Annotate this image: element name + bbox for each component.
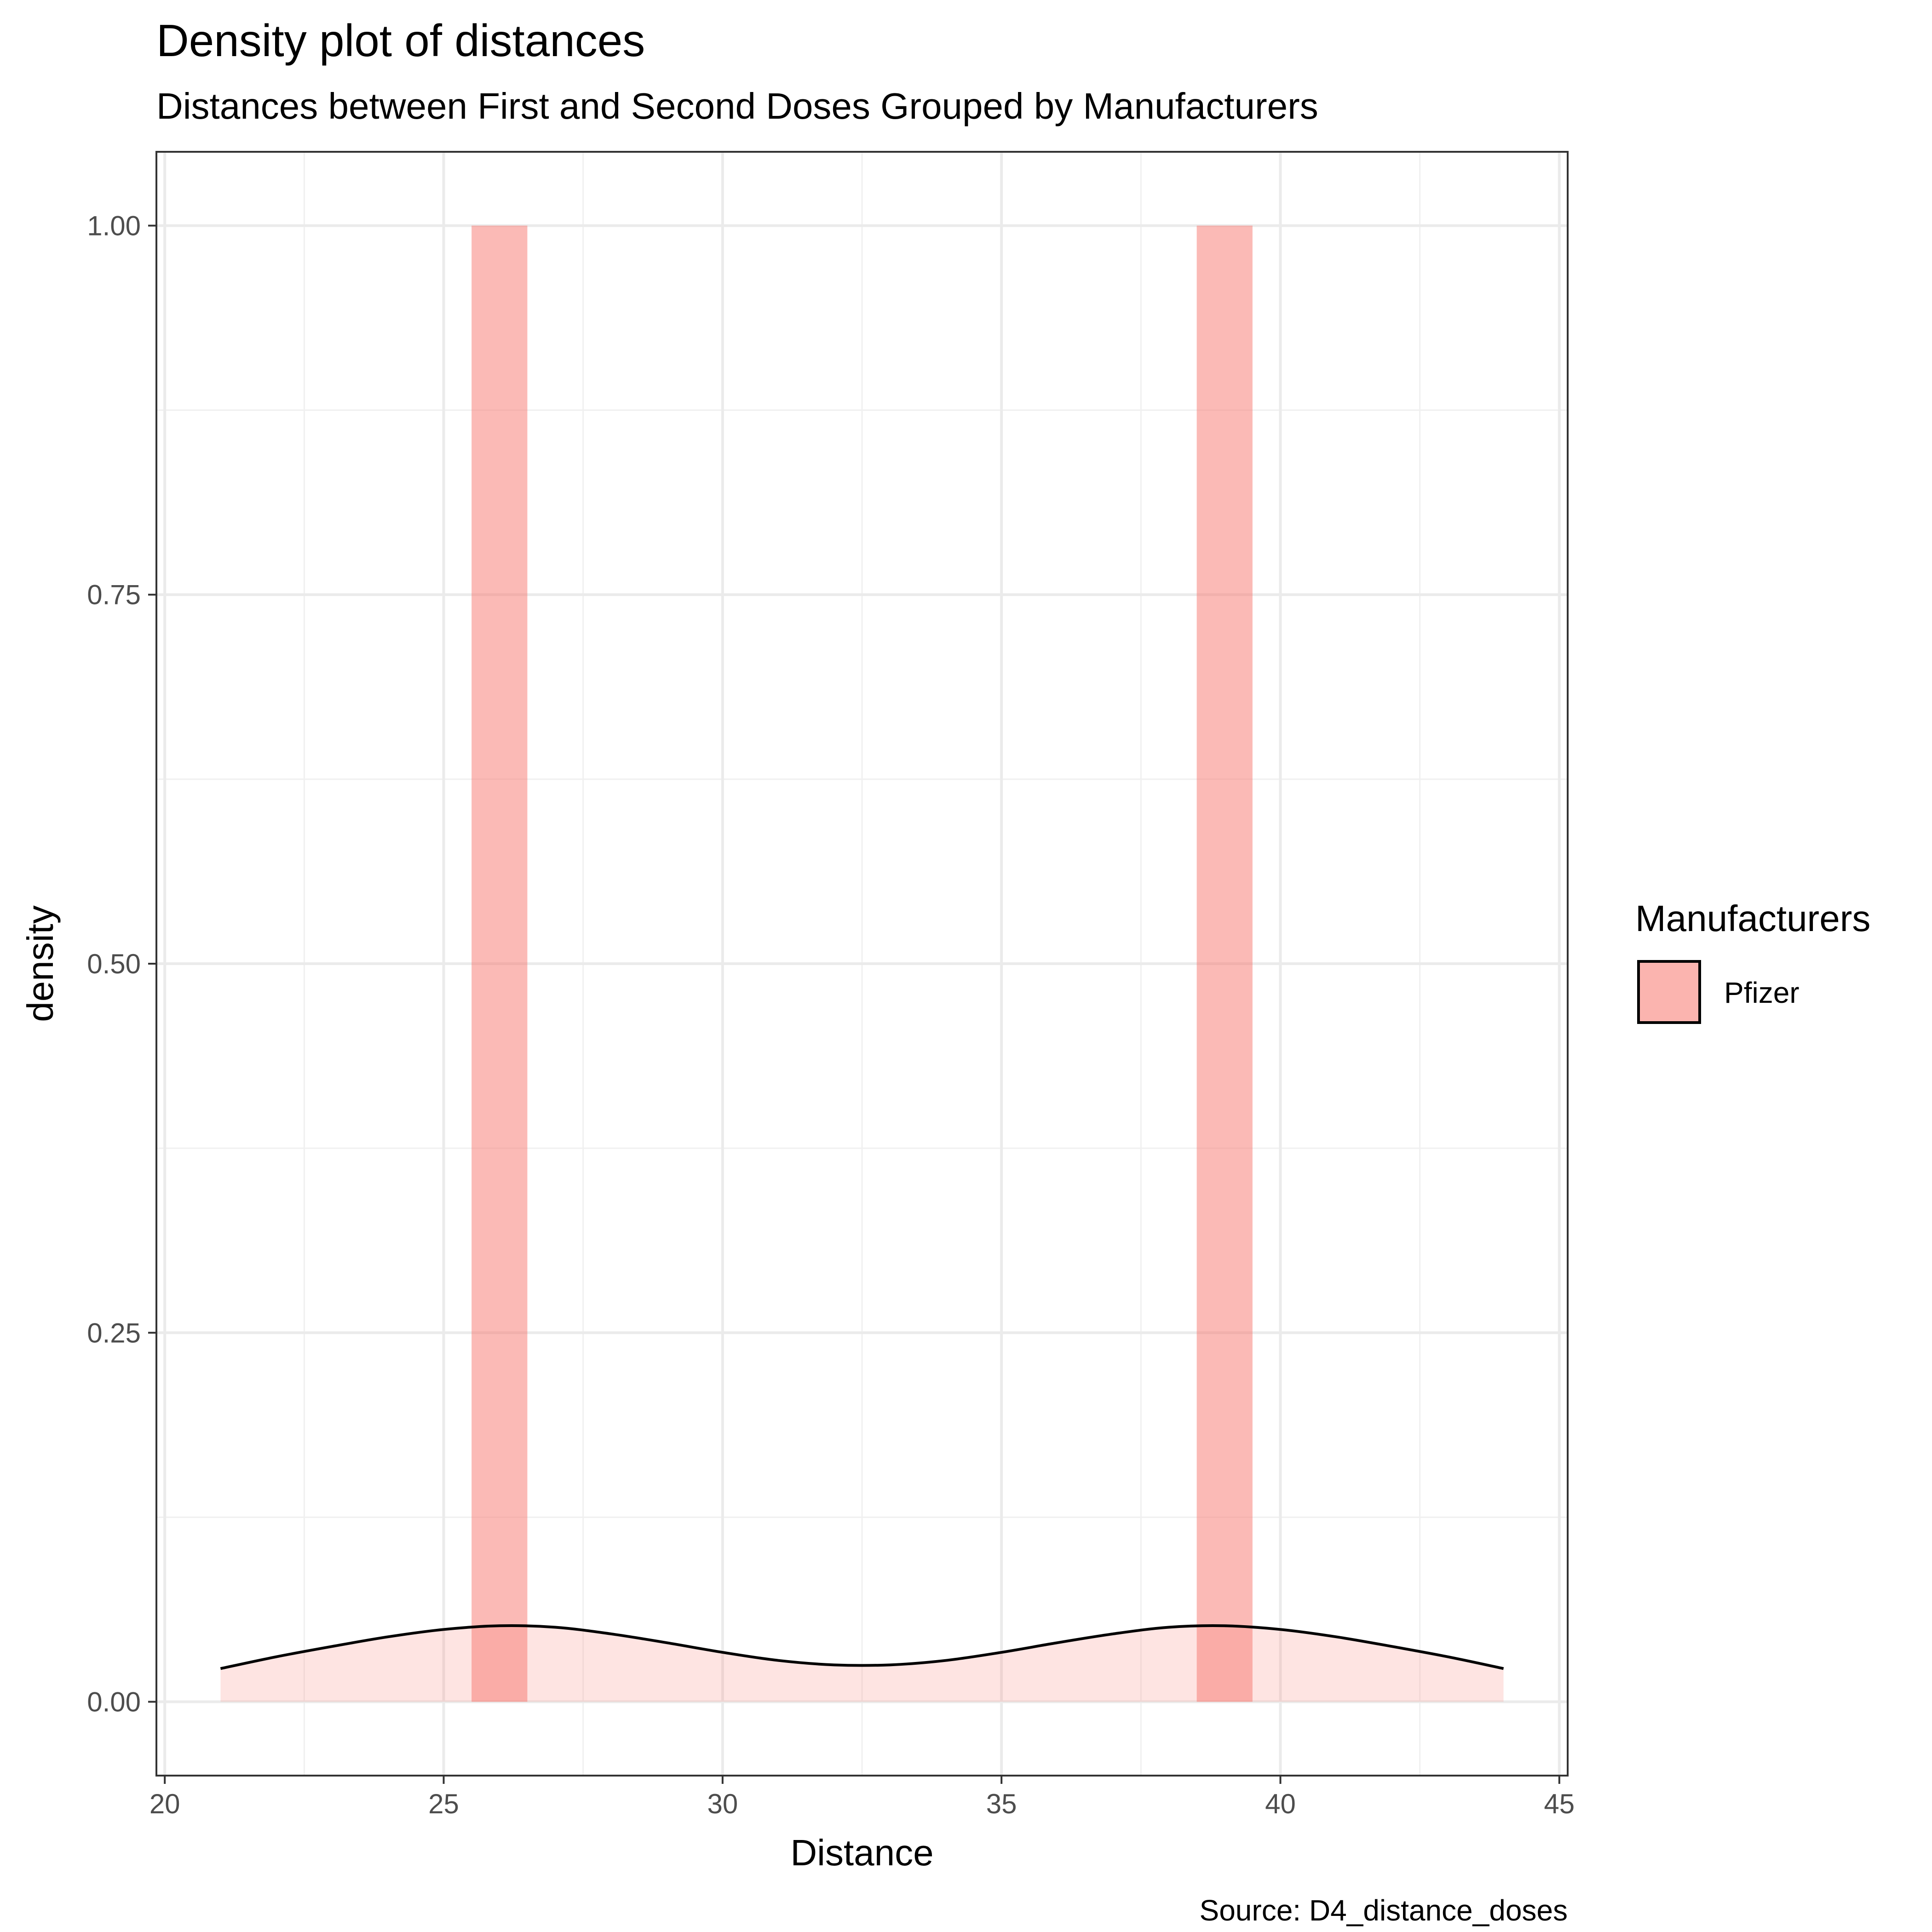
y-tick-label: 0.25 [87, 1317, 141, 1348]
legend-title: Manufacturers [1635, 898, 1870, 939]
major-gridlines [156, 152, 1568, 1776]
x-axis: 20 25 30 35 40 45 [150, 1776, 1575, 1819]
x-axis-title: Distance [790, 1832, 933, 1873]
histogram-bars [472, 225, 1253, 1702]
chart-title: Density plot of distances [156, 15, 645, 66]
y-axis-title: density [20, 905, 61, 1022]
chart-caption: Source: D4_distance_doses [1200, 1894, 1568, 1927]
chart-subtitle: Distances between First and Second Doses… [156, 86, 1318, 126]
y-tick-label: 0.00 [87, 1687, 141, 1718]
x-tick-label: 30 [707, 1788, 738, 1819]
x-tick-label: 40 [1265, 1788, 1296, 1819]
y-tick-label: 0.75 [87, 580, 141, 610]
histogram-bar [472, 225, 528, 1702]
x-tick-label: 20 [150, 1788, 180, 1819]
density-curve [220, 1624, 1504, 1670]
y-tick-label: 1.00 [87, 210, 141, 241]
y-axis: 0.00 0.25 0.50 0.75 1.00 [87, 210, 156, 1718]
y-tick-label: 0.50 [87, 949, 141, 979]
x-tick-label: 25 [428, 1788, 459, 1819]
legend: Manufacturers Pfizer [1635, 898, 1870, 1024]
legend-key-pfizer [1637, 960, 1701, 1024]
density-layer [220, 1624, 1504, 1702]
x-tick-label: 45 [1544, 1788, 1575, 1819]
legend-label-pfizer: Pfizer [1724, 976, 1800, 1009]
x-tick-label: 35 [986, 1788, 1017, 1819]
density-area [220, 1626, 1504, 1702]
histogram-bar [1196, 225, 1253, 1702]
